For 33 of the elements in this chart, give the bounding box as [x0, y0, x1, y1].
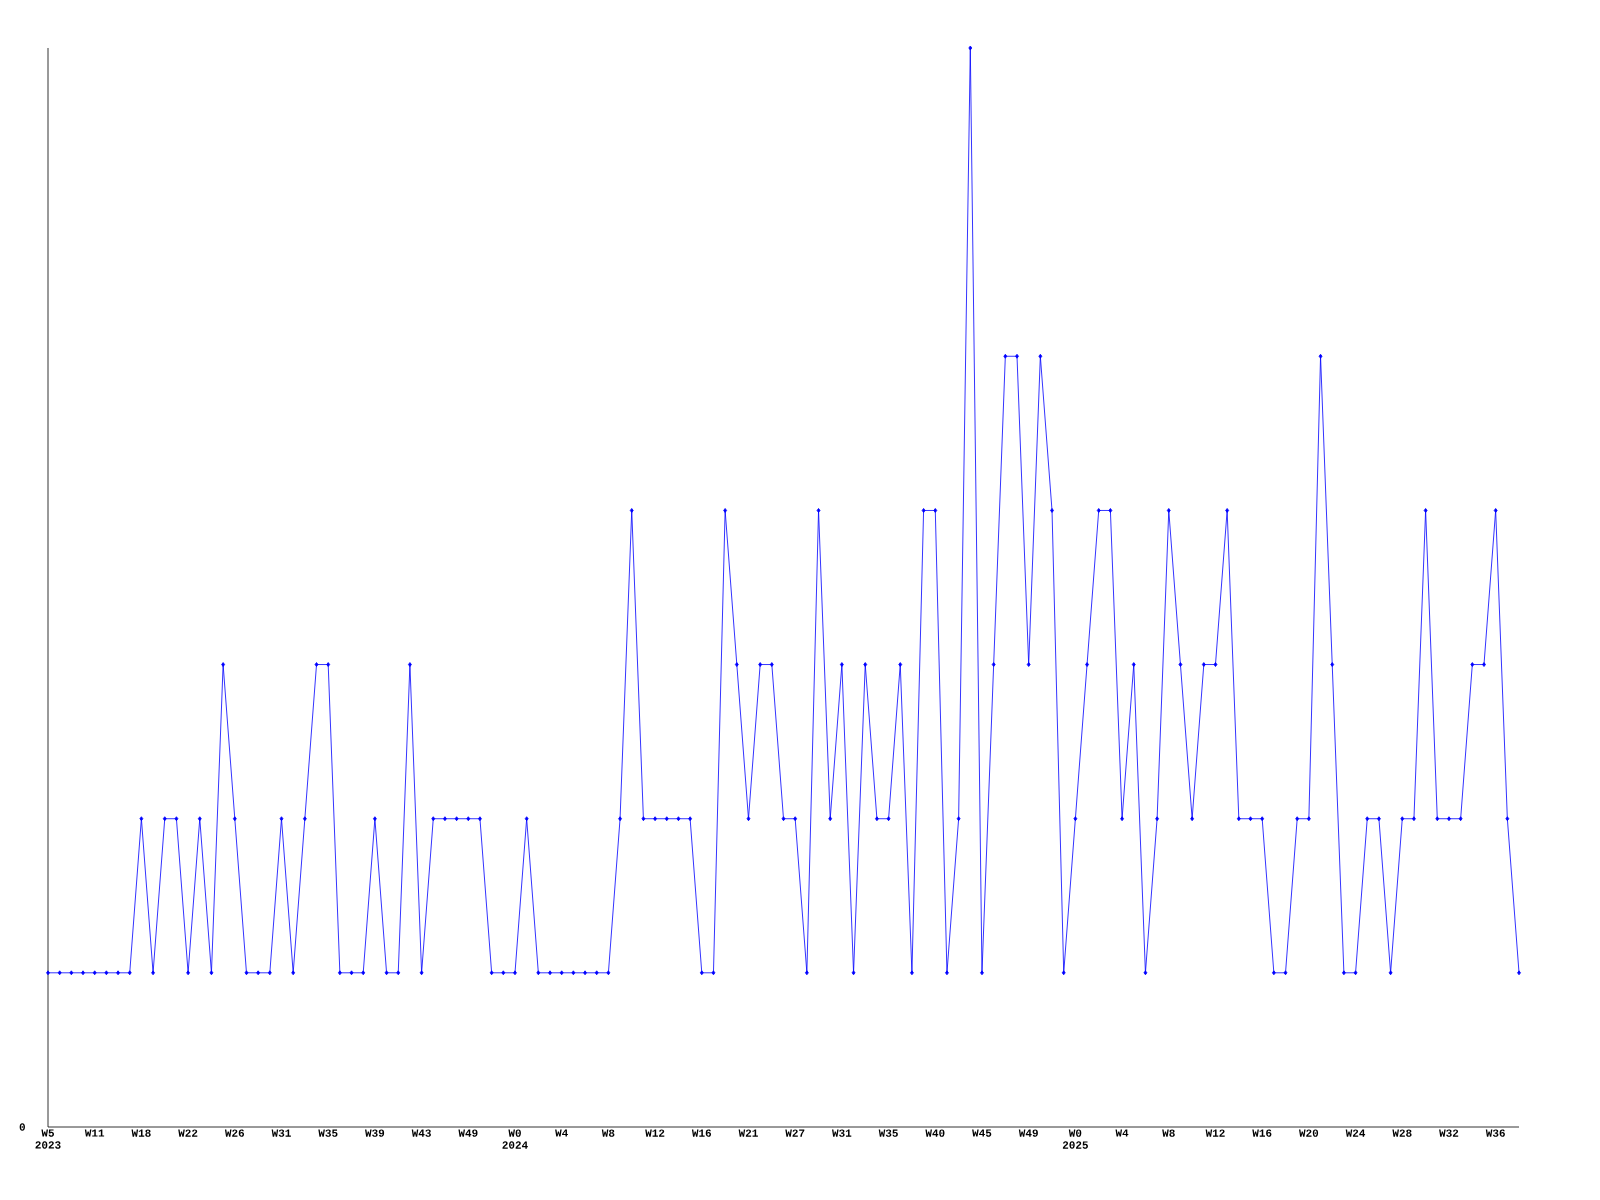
x-tick-label: W49: [458, 1129, 478, 1137]
x-tick-label: W39: [365, 1129, 385, 1137]
x-tick-label: W4: [555, 1129, 568, 1137]
x-tick-label: W16: [1252, 1129, 1272, 1137]
x-tick-label: W31: [271, 1129, 291, 1137]
x-tick-label: W49: [1018, 1129, 1038, 1137]
x-tick-label: W43: [411, 1129, 431, 1137]
x-tick-label: W36: [1485, 1129, 1505, 1137]
x-tick-label: W26: [224, 1129, 245, 1137]
x-tick-label: W12: [1205, 1129, 1225, 1137]
x-tick-label: W11: [84, 1129, 105, 1137]
x-tick-label: W20: [1299, 1129, 1319, 1137]
x-tick-label: W45: [972, 1129, 992, 1137]
x-tick-label: W8: [1162, 1129, 1175, 1137]
x-tick-label: W18: [131, 1129, 151, 1137]
x-tick-label: W21: [738, 1129, 758, 1137]
x-tick-label: W35: [878, 1129, 898, 1137]
x-tick-label: W8: [601, 1129, 615, 1137]
x-tick-label: W12: [645, 1129, 665, 1137]
x-tick-label: W0 2025: [1062, 1129, 1088, 1149]
x-tick-label: W5 2023: [35, 1129, 61, 1149]
x-tick-label: W32: [1439, 1129, 1459, 1137]
x-tick-label: W27: [785, 1129, 805, 1137]
x-tick-label: W22: [178, 1129, 198, 1137]
x-tick-label: W0 2024: [502, 1129, 528, 1149]
x-tick-label: W28: [1392, 1129, 1412, 1137]
x-tick-label: W24: [1345, 1129, 1366, 1137]
x-tick-label: W35: [318, 1129, 338, 1137]
x-tick-label: W31: [832, 1129, 852, 1137]
x-tick-label: W4: [1115, 1129, 1129, 1137]
x-tick-label: W16: [691, 1129, 712, 1137]
text: 0: [19, 1123, 25, 1131]
x-tick-label: W40: [925, 1129, 945, 1137]
